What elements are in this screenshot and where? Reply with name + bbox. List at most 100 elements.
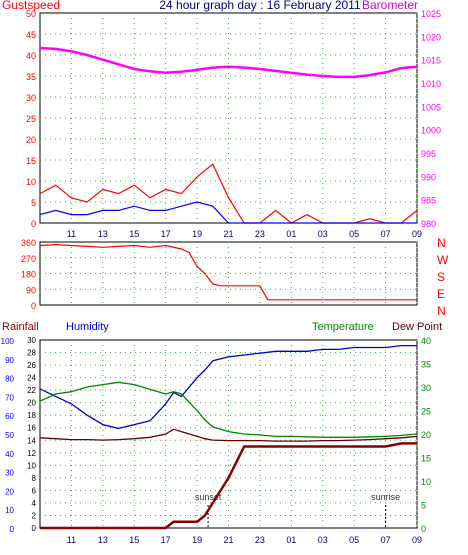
gust-tick-label: 10: [26, 177, 36, 187]
humidity-tick-label: 20: [5, 487, 14, 496]
temperature-label: Temperature: [312, 321, 374, 333]
rainfall-tick-label: 28: [27, 349, 36, 358]
humidity-tick-label: 100: [1, 337, 15, 346]
time-tick-label: 07: [381, 229, 391, 239]
baro-tick-label: 995: [421, 149, 436, 159]
rainfall-tick-label: 16: [27, 424, 36, 433]
temp-tick-label: 15: [421, 454, 431, 464]
baro-tick-label: 1015: [421, 56, 441, 66]
humidity-tick-label: 90: [5, 356, 14, 365]
dewpoint-line: [39, 428, 418, 442]
humidity-tick-label: 0: [10, 525, 15, 534]
temp-tick-label: 0: [421, 524, 426, 534]
gust-tick-label: 45: [26, 30, 36, 40]
chart-title: 24 hour graph day : 16 February 2011: [159, 0, 361, 12]
dir-tick-label: 0: [31, 301, 36, 311]
baro-tick-label: 1010: [421, 79, 441, 89]
rainfall-tick-label: 18: [27, 411, 36, 420]
time-tick-label: 05: [349, 535, 359, 545]
humidity-tick-label: 80: [5, 375, 14, 384]
dir-tick-label: 360: [21, 238, 36, 248]
gust-tick-label: 0: [31, 219, 36, 229]
rainfall-tick-label: 0: [32, 524, 37, 533]
temp-tick-label: 10: [421, 477, 431, 487]
baro-tick-label: 1000: [421, 126, 441, 136]
time-tick-label: 05: [349, 229, 359, 239]
time-tick-label: 15: [129, 535, 139, 545]
humidity-label: Humidity: [66, 321, 109, 333]
temp-tick-label: 5: [421, 501, 426, 511]
barometer-label: Barometer: [362, 0, 418, 12]
time-tick-label: 21: [223, 229, 233, 239]
temp-tick-label: 20: [421, 430, 431, 440]
time-tick-label: 03: [318, 535, 328, 545]
humidity-line: [39, 344, 417, 430]
gust-tick-label: 20: [26, 135, 36, 145]
temp-tick-label: 40: [421, 336, 431, 346]
rainfall-tick-label: 30: [27, 336, 36, 345]
baro-tick-label: 990: [421, 172, 436, 182]
baro-tick-label: 980: [421, 219, 436, 229]
gust-tick-label: 5: [31, 198, 36, 208]
gust-tick-label: 40: [26, 51, 36, 61]
humidity-tick-label: 70: [5, 393, 14, 402]
time-tick-label: 13: [98, 229, 108, 239]
rainfall-tick-label: 24: [27, 374, 36, 383]
rainfall-tick-label: 14: [27, 436, 36, 445]
temp-tick-label: 25: [421, 407, 431, 417]
time-tick-label: 11: [67, 229, 76, 239]
baro-tick-label: 985: [421, 196, 436, 206]
time-tick-label: 23: [255, 229, 265, 239]
rainfall-tick-label: 8: [32, 474, 37, 483]
compass-label: W: [437, 253, 449, 267]
temperature-line: [39, 381, 418, 438]
time-tick-label: 09: [412, 229, 422, 239]
wind-direction-line: [39, 243, 417, 301]
humidity-tick-label: 10: [5, 506, 14, 515]
baro-tick-label: 1025: [421, 9, 441, 19]
time-tick-label: 01: [286, 229, 296, 239]
dewpoint-label: Dew Point: [392, 321, 442, 333]
time-tick-label: 17: [161, 229, 171, 239]
rainfall-tick-label: 26: [27, 361, 36, 370]
panel3-frame: [39, 339, 418, 529]
humidity-tick-label: 40: [5, 450, 14, 459]
barometer-line: [39, 46, 418, 79]
time-tick-label: 23: [255, 535, 265, 545]
time-tick-label: 15: [129, 229, 139, 239]
humidity-tick-label: 50: [5, 431, 14, 440]
gust-tick-label: 50: [26, 9, 36, 19]
time-tick-label: 09: [412, 535, 422, 545]
gust-tick-label: 30: [26, 93, 36, 103]
temp-tick-label: 30: [421, 383, 431, 393]
time-tick-label: 01: [286, 535, 296, 545]
rainfall-label: Rainfall: [2, 321, 39, 333]
rainfall-tick-label: 10: [27, 461, 36, 470]
gust-tick-label: 35: [26, 72, 36, 82]
humidity-tick-label: 30: [5, 469, 14, 478]
dir-tick-label: 90: [26, 285, 36, 295]
wind-avg-line: [39, 201, 417, 224]
sunset-label: sunset: [195, 492, 222, 502]
gustspeed-label: Gustspeed: [2, 0, 60, 12]
rainfall-line: [40, 442, 417, 530]
baro-tick-label: 1005: [421, 102, 441, 112]
compass-label: N: [437, 304, 446, 318]
time-tick-label: 19: [192, 535, 202, 545]
temp-tick-label: 35: [421, 360, 431, 370]
rainfall-tick-label: 22: [27, 386, 36, 395]
time-tick-label: 03: [318, 229, 328, 239]
time-tick-label: 11: [67, 535, 76, 545]
rainfall-tick-label: 2: [32, 511, 37, 520]
time-tick-label: 19: [192, 229, 202, 239]
dir-tick-label: 270: [21, 254, 36, 264]
rainfall-tick-label: 12: [27, 449, 36, 458]
time-tick-label: 07: [381, 535, 391, 545]
baro-tick-label: 1020: [421, 32, 441, 42]
sunrise-label: sunrise: [371, 492, 400, 502]
compass-label: N: [437, 236, 446, 250]
rainfall-tick-label: 20: [27, 399, 36, 408]
time-tick-label: 21: [223, 535, 233, 545]
compass-label: E: [437, 287, 445, 301]
rainfall-tick-label: 6: [32, 486, 37, 495]
